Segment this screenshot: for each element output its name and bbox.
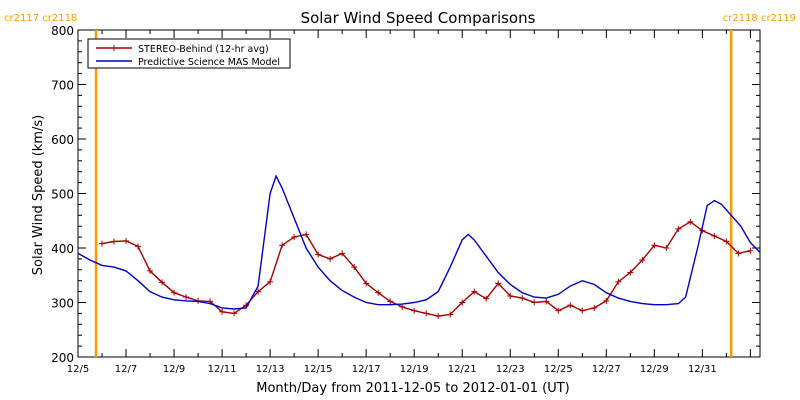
y-axis-label: Solar Wind Speed (km/s): [31, 115, 46, 275]
x-tick-label: 12/21: [448, 364, 477, 375]
x-tick-label: 12/15: [304, 364, 333, 375]
chart-title: Solar Wind Speed Comparisons: [301, 9, 536, 27]
data-point: [111, 238, 118, 245]
data-point: [651, 242, 658, 249]
x-tick-label: 12/27: [592, 364, 621, 375]
data-point: [147, 267, 154, 274]
data-point: [159, 279, 166, 286]
x-tick-label: 12/11: [208, 364, 237, 375]
data-point: [387, 298, 394, 305]
legend: STEREO-Behind (12-hr avg) Predictive Scie…: [87, 38, 291, 69]
y-tick-label: 200: [51, 351, 74, 365]
carrington-markers: cr2117 cr2118 cr2118 cr2119: [4, 13, 796, 357]
series-line-1: [77, 174, 761, 310]
legend-box: [87, 38, 291, 69]
legend-label: STEREO-Behind (12-hr avg): [138, 44, 269, 55]
x-tick-label: 12/19: [400, 364, 429, 375]
data-point: [303, 231, 310, 238]
data-point: [255, 288, 262, 295]
data-point: [399, 303, 406, 310]
series-group: [77, 174, 761, 320]
carrington-marker-label: cr2117 cr2118: [4, 13, 77, 24]
data-point: [603, 297, 610, 304]
data-point: [423, 310, 430, 317]
data-point: [675, 225, 682, 232]
x-tick-label: 12/17: [352, 364, 381, 375]
y-tick-label: 400: [51, 242, 74, 256]
data-point: [735, 250, 742, 257]
data-point: [711, 233, 718, 240]
data-point: [531, 299, 538, 306]
data-point: [723, 238, 730, 245]
carrington-marker-label: cr2118 cr2119: [723, 13, 796, 24]
data-point: [447, 311, 454, 318]
data-point: [219, 308, 226, 315]
data-point: [627, 269, 634, 276]
data-point: [291, 234, 298, 241]
data-point: [339, 250, 346, 257]
data-point: [327, 255, 334, 262]
data-point: [267, 278, 274, 285]
data-point: [579, 307, 586, 314]
data-point: [639, 256, 646, 263]
data-point: [567, 302, 574, 309]
data-point: [663, 245, 670, 251]
y-tick-label: 800: [51, 24, 74, 38]
data-point: [315, 251, 322, 258]
data-point: [171, 289, 178, 296]
data-point: [471, 288, 478, 295]
legend-label: Predictive Science MAS Model: [138, 57, 280, 68]
data-point: [615, 278, 622, 285]
data-point: [363, 280, 370, 287]
data-point: [519, 295, 526, 302]
x-tick-label: 12/25: [544, 364, 573, 375]
data-point: [507, 292, 514, 299]
data-point: [99, 240, 106, 247]
x-tick-label: 12/13: [256, 364, 285, 375]
y-tick-label: 500: [51, 188, 74, 202]
y-tick-label: 600: [51, 133, 74, 147]
y-tick-label: 300: [51, 297, 74, 311]
data-point: [123, 237, 130, 244]
x-tick-label: 12/23: [496, 364, 525, 375]
data-point: [591, 304, 598, 311]
x-tick-label: 12/29: [640, 364, 669, 375]
axes-group: 200 300 400 500 600 700 800 12/5 12/7 12/9 12/11 12…: [51, 24, 761, 375]
x-tick-label: 12/5: [67, 364, 89, 375]
x-tick-label: 12/31: [688, 364, 717, 375]
data-point: [687, 218, 694, 225]
y-tick-label: 700: [51, 79, 74, 93]
data-point: [183, 294, 190, 301]
data-point: [543, 298, 550, 305]
data-point: [435, 313, 442, 320]
data-point: [375, 289, 382, 296]
data-point: [231, 310, 238, 317]
data-point: [351, 264, 358, 271]
x-axis-label: Month/Day from 2011-12-05 to 2012-01-01 …: [256, 381, 569, 396]
x-tick-label: 12/9: [163, 364, 185, 375]
data-point: [495, 280, 502, 287]
data-point: [747, 247, 754, 254]
data-point: [483, 295, 490, 302]
data-point: [279, 242, 286, 249]
data-point: [459, 299, 466, 306]
data-point: [411, 307, 418, 314]
x-tick-label: 12/7: [115, 364, 137, 375]
data-point: [555, 307, 562, 314]
plot-frame: [77, 29, 761, 358]
data-point: [135, 243, 142, 250]
